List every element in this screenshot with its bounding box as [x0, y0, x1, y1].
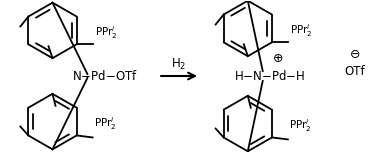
Text: H$_2$: H$_2$	[171, 57, 187, 72]
Text: PPr$^{i}_{2}$: PPr$^{i}_{2}$	[94, 116, 116, 132]
Text: OTf: OTf	[344, 65, 365, 78]
Text: PPr$^{i}_{2}$: PPr$^{i}_{2}$	[290, 22, 313, 39]
Text: PPr$^{i}_{2}$: PPr$^{i}_{2}$	[289, 118, 311, 134]
Text: $\ominus$: $\ominus$	[349, 48, 360, 61]
Text: $\oplus$: $\oplus$	[272, 52, 284, 65]
Text: N$-$Pd$-$OTf: N$-$Pd$-$OTf	[73, 69, 138, 83]
Text: H$-$N$-$Pd$-$H: H$-$N$-$Pd$-$H	[234, 69, 305, 83]
Text: PPr$^{i}_{2}$: PPr$^{i}_{2}$	[94, 24, 117, 41]
